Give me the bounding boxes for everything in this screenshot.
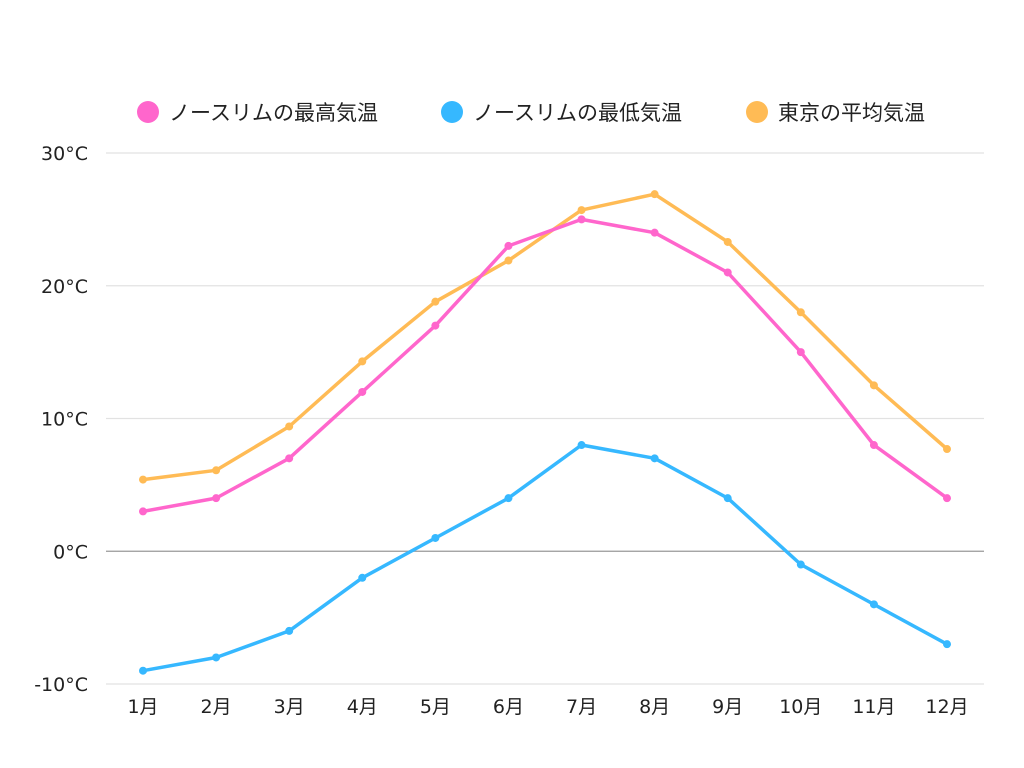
- series-group: [139, 190, 951, 675]
- data-point[interactable]: [943, 445, 951, 454]
- data-point[interactable]: [650, 228, 659, 237]
- data-point[interactable]: [431, 533, 440, 542]
- legend-label-northrim-min: ノースリムの最低気温: [473, 101, 682, 125]
- data-point[interactable]: [869, 381, 878, 390]
- data-point[interactable]: [723, 494, 732, 503]
- legend-item-tokyo-avg[interactable]: 東京の平均気温: [746, 96, 925, 128]
- data-point[interactable]: [650, 454, 659, 463]
- data-point[interactable]: [650, 190, 659, 199]
- legend-marker-tokyo-avg: [746, 101, 768, 123]
- data-point[interactable]: [358, 357, 367, 366]
- legend-marker-northrim-max: [137, 101, 159, 123]
- x-tick-label: 3月: [274, 696, 305, 718]
- y-tick-label: -10°C: [34, 674, 88, 696]
- data-point[interactable]: [577, 215, 586, 224]
- series-tokyo-avg: [139, 190, 951, 484]
- data-point[interactable]: [212, 494, 221, 503]
- data-point[interactable]: [943, 640, 951, 649]
- x-tick-label: 9月: [712, 696, 743, 718]
- x-tick-label: 4月: [347, 696, 378, 718]
- x-tick-label: 12月: [925, 696, 968, 718]
- data-point[interactable]: [431, 321, 440, 330]
- data-point[interactable]: [943, 494, 951, 503]
- data-point[interactable]: [504, 494, 513, 503]
- y-tick-label: 0°C: [53, 541, 88, 563]
- y-tick-label: 20°C: [41, 276, 88, 298]
- data-point[interactable]: [431, 297, 440, 306]
- x-tick-label: 10月: [779, 696, 822, 718]
- y-tick-label: 10°C: [41, 409, 88, 431]
- x-tick-label: 6月: [493, 696, 524, 718]
- data-point[interactable]: [139, 507, 147, 516]
- data-point[interactable]: [212, 466, 221, 475]
- data-point[interactable]: [796, 308, 805, 317]
- data-point[interactable]: [504, 241, 513, 250]
- legend-item-northrim-max[interactable]: ノースリムの最高気温: [137, 96, 378, 128]
- gridlines: [106, 152, 984, 685]
- data-point[interactable]: [358, 387, 367, 396]
- y-axis: 30°C 20°C 10°C 0°C -10°C: [34, 143, 88, 696]
- chart-legend: ノースリムの最高気温 ノースリムの最低気温 東京の平均気温: [0, 96, 1024, 128]
- x-axis: 1月 2月 3月 4月 5月 6月 7月 8月 9月 10月 11月 12月: [127, 696, 968, 718]
- legend-label-northrim-max: ノースリムの最高気温: [169, 101, 378, 125]
- data-point[interactable]: [796, 560, 805, 569]
- x-tick-label: 11月: [852, 696, 895, 718]
- data-point[interactable]: [285, 422, 294, 431]
- data-point[interactable]: [869, 441, 878, 450]
- data-point[interactable]: [504, 256, 513, 265]
- x-tick-label: 1月: [127, 696, 158, 718]
- data-point[interactable]: [723, 268, 732, 277]
- series-line: [141, 192, 949, 482]
- data-point[interactable]: [869, 600, 878, 609]
- data-point[interactable]: [796, 348, 805, 357]
- legend-marker-northrim-min: [441, 101, 463, 123]
- legend-item-northrim-min[interactable]: ノースリムの最低気温: [441, 96, 682, 128]
- y-tick-label: 30°C: [41, 143, 88, 165]
- x-tick-label: 7月: [566, 696, 597, 718]
- data-point[interactable]: [139, 666, 147, 675]
- series-line: [141, 217, 949, 514]
- series-northrim-min: [139, 441, 951, 675]
- legend-label-tokyo-avg: 東京の平均気温: [778, 101, 925, 125]
- series-northrim-max: [139, 215, 951, 516]
- data-point[interactable]: [285, 626, 294, 635]
- x-tick-label: 8月: [639, 696, 670, 718]
- data-point[interactable]: [358, 573, 367, 582]
- data-point[interactable]: [577, 441, 586, 450]
- data-point[interactable]: [723, 237, 732, 246]
- data-point[interactable]: [212, 653, 221, 662]
- data-point[interactable]: [139, 475, 147, 484]
- x-tick-label: 5月: [420, 696, 451, 718]
- data-point[interactable]: [285, 454, 294, 463]
- x-tick-label: 2月: [201, 696, 232, 718]
- series-line: [141, 443, 949, 673]
- data-point[interactable]: [577, 206, 586, 215]
